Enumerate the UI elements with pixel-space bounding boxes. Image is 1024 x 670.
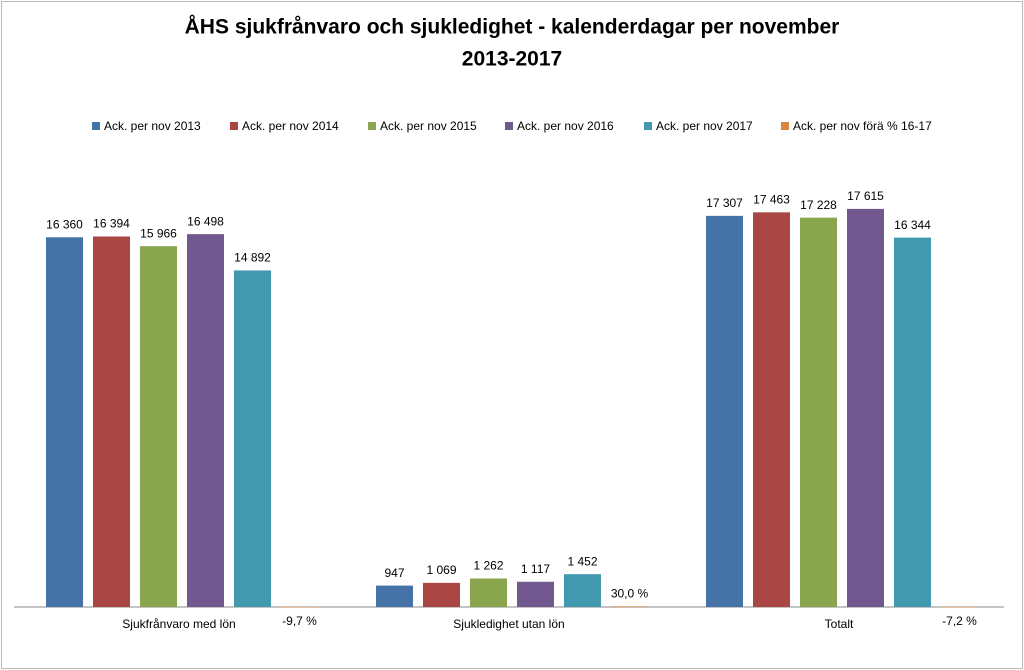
data-label: 1 117 [521, 562, 550, 576]
bar [611, 606, 648, 607]
bar [800, 217, 837, 607]
x-tick-label: Sjukfrånvaro med lön [122, 617, 235, 631]
data-label: 14 892 [234, 251, 271, 265]
data-label: 1 262 [473, 559, 503, 573]
legend-label: Ack. per nov 2014 [242, 119, 339, 133]
data-label: 16 360 [46, 217, 83, 231]
x-tick-label: Totalt [825, 617, 854, 631]
legend-label: Ack. per nov 2016 [517, 119, 614, 133]
bar [847, 208, 884, 607]
legend-label: Ack. per nov förä % 16-17 [793, 119, 932, 133]
data-label: 17 463 [753, 193, 790, 207]
bar [423, 582, 460, 607]
data-label: 16 344 [894, 218, 931, 232]
legend-label: Ack. per nov 2015 [380, 119, 477, 133]
legend-label: Ack. per nov 2017 [656, 119, 753, 133]
legend-swatch [368, 122, 376, 130]
bar [281, 607, 318, 608]
data-label: 16 394 [93, 217, 130, 231]
data-label: -9,7 % [282, 614, 317, 628]
legend-swatch [644, 122, 652, 130]
bar [753, 212, 790, 608]
bar [140, 246, 177, 607]
bar [706, 215, 743, 607]
bar [894, 237, 931, 607]
legend-swatch [92, 122, 100, 130]
legend-label: Ack. per nov 2013 [104, 119, 201, 133]
bar [187, 234, 224, 607]
data-label: 17 228 [800, 198, 837, 212]
bar [376, 585, 413, 607]
legend-swatch [230, 122, 238, 130]
data-label: 30,0 % [611, 586, 649, 600]
data-label: 1 452 [567, 554, 597, 568]
bar [470, 578, 507, 607]
data-label: 947 [384, 566, 404, 580]
legend-swatch [781, 122, 789, 130]
data-label: 1 069 [426, 563, 456, 577]
bar [564, 574, 601, 607]
data-label: -7,2 % [942, 614, 977, 628]
data-label: 15 966 [140, 226, 177, 240]
chart-title: ÅHS sjukfrånvaro och sjukledighet - kale… [185, 15, 840, 39]
bar [93, 236, 130, 607]
bar [517, 581, 554, 607]
data-label: 17 307 [706, 196, 743, 210]
bar [941, 607, 978, 608]
chart-title: 2013-2017 [462, 48, 562, 71]
bar [46, 237, 83, 607]
legend-swatch [505, 122, 513, 130]
x-tick-label: Sjukledighet utan lön [453, 617, 564, 631]
data-label: 16 498 [187, 214, 224, 228]
bar [234, 270, 271, 607]
data-label: 17 615 [847, 189, 884, 203]
